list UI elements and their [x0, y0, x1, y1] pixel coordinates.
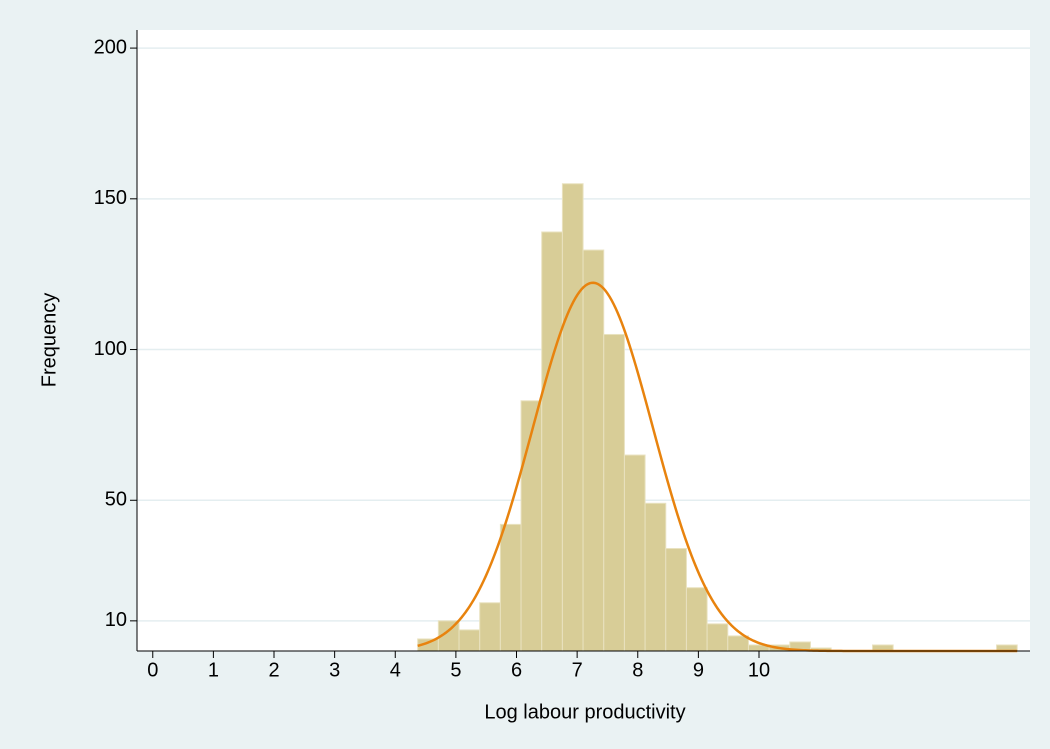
x-tick-label: 2	[268, 659, 279, 681]
y-tick-label: 200	[94, 36, 127, 58]
bar	[520, 400, 543, 652]
y-tick-label: 50	[105, 489, 127, 511]
bar	[623, 454, 646, 652]
x-tick-label: 5	[450, 659, 461, 681]
bar	[499, 523, 522, 652]
x-tick-label: 4	[390, 659, 401, 681]
bar	[665, 548, 687, 652]
y-tick-label: 150	[94, 187, 127, 209]
bar	[706, 623, 729, 652]
bar	[685, 587, 708, 652]
x-tick-label: 1	[208, 659, 219, 681]
x-tick-label: 6	[511, 659, 522, 681]
x-tick-label: 10	[748, 659, 770, 681]
bar	[458, 629, 481, 652]
bar	[541, 231, 563, 652]
bar	[727, 635, 749, 652]
x-tick-label: 7	[572, 659, 583, 681]
bar	[479, 602, 501, 652]
x-tick-label: 3	[329, 659, 340, 681]
x-tick-label: 8	[632, 659, 643, 681]
bar	[603, 333, 625, 652]
bar	[644, 502, 667, 652]
x-tick-label: 0	[147, 659, 158, 681]
y-tick-label: 10	[105, 609, 127, 631]
x-tick-label: 9	[693, 659, 704, 681]
y-tick-label: 100	[94, 338, 127, 360]
y-axis-label: Frequency	[38, 293, 60, 388]
bar	[561, 183, 584, 652]
bar	[582, 249, 605, 652]
x-axis-label: Log labour productivity	[484, 701, 685, 723]
